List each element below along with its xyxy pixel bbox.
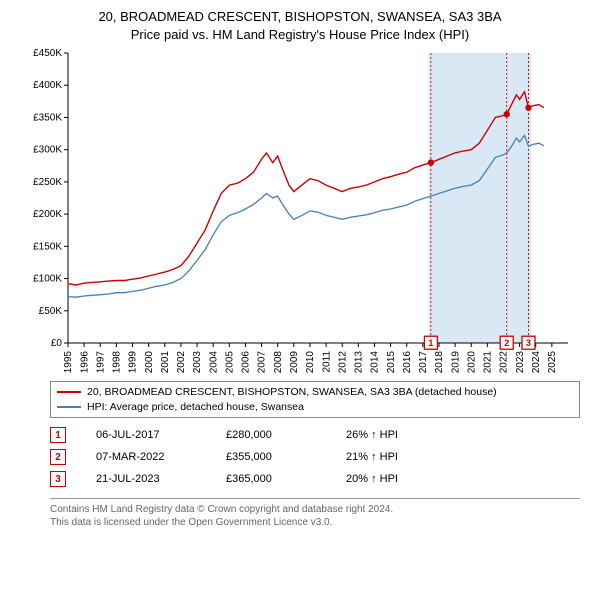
svg-text:2023: 2023 bbox=[515, 351, 526, 374]
svg-text:2009: 2009 bbox=[289, 351, 300, 374]
svg-text:£200K: £200K bbox=[33, 209, 62, 220]
svg-text:1995: 1995 bbox=[63, 351, 74, 374]
footer-line2: This data is licensed under the Open Gov… bbox=[50, 516, 580, 529]
svg-text:2010: 2010 bbox=[305, 351, 316, 374]
footer-line1: Contains HM Land Registry data © Crown c… bbox=[50, 503, 580, 516]
svg-text:2025: 2025 bbox=[547, 351, 558, 374]
svg-text:£450K: £450K bbox=[33, 48, 62, 59]
sales-table: 1 06-JUL-2017£280,00026% ↑ HPI 2 07-MAR-202… bbox=[50, 424, 580, 490]
sale-marker: 1 bbox=[50, 427, 66, 443]
sale-hpi: 20% ↑ HPI bbox=[346, 473, 580, 485]
svg-text:2021: 2021 bbox=[483, 351, 494, 374]
chart-svg: £0 £50K £100K £150K £200K £250K £300K £350K £400… bbox=[20, 45, 580, 375]
sale-date: 21-JUL-2023 bbox=[96, 473, 226, 485]
legend-item: 20, BROADMEAD CRESCENT, BISHOPSTON, SWAN… bbox=[57, 385, 573, 400]
svg-text:3: 3 bbox=[526, 338, 531, 348]
sale-price: £365,000 bbox=[226, 473, 346, 485]
svg-text:2022: 2022 bbox=[499, 351, 510, 374]
svg-text:2013: 2013 bbox=[354, 351, 365, 374]
svg-text:1: 1 bbox=[428, 338, 433, 348]
svg-text:1997: 1997 bbox=[95, 351, 106, 374]
title-line2: Price paid vs. HM Land Registry's House … bbox=[12, 26, 588, 44]
legend-label: HPI: Average price, detached house, Swan… bbox=[87, 400, 304, 415]
svg-text:2: 2 bbox=[504, 338, 509, 348]
legend-item: HPI: Average price, detached house, Swan… bbox=[57, 400, 573, 415]
sale-row: 3 21-JUL-2023£365,00020% ↑ HPI bbox=[50, 468, 580, 490]
svg-text:1999: 1999 bbox=[128, 351, 139, 374]
footer: Contains HM Land Registry data © Crown c… bbox=[50, 498, 580, 529]
svg-text:2000: 2000 bbox=[144, 351, 155, 374]
legend-swatch bbox=[57, 406, 81, 408]
sale-date: 07-MAR-2022 bbox=[96, 451, 226, 463]
svg-text:2011: 2011 bbox=[321, 351, 332, 373]
svg-text:£100K: £100K bbox=[33, 274, 62, 285]
sale-hpi: 21% ↑ HPI bbox=[346, 451, 580, 463]
svg-text:£50K: £50K bbox=[39, 306, 63, 317]
svg-text:2004: 2004 bbox=[208, 351, 219, 374]
svg-text:£150K: £150K bbox=[33, 241, 62, 252]
svg-text:2001: 2001 bbox=[160, 351, 171, 374]
sale-hpi: 26% ↑ HPI bbox=[346, 429, 580, 441]
svg-text:2005: 2005 bbox=[224, 351, 235, 374]
svg-text:£300K: £300K bbox=[33, 145, 62, 156]
plot-area: £0 £50K £100K £150K £200K £250K £300K £350K £400… bbox=[20, 45, 580, 375]
svg-text:2014: 2014 bbox=[370, 351, 381, 374]
legend-label: 20, BROADMEAD CRESCENT, BISHOPSTON, SWAN… bbox=[87, 385, 497, 400]
sale-price: £280,000 bbox=[226, 429, 346, 441]
svg-text:£350K: £350K bbox=[33, 113, 62, 124]
svg-text:2020: 2020 bbox=[466, 351, 477, 374]
svg-text:£0: £0 bbox=[51, 338, 63, 349]
svg-text:1996: 1996 bbox=[79, 351, 90, 374]
svg-text:2019: 2019 bbox=[450, 351, 461, 374]
svg-text:£250K: £250K bbox=[33, 177, 62, 188]
svg-text:1998: 1998 bbox=[112, 351, 123, 374]
sale-row: 1 06-JUL-2017£280,00026% ↑ HPI bbox=[50, 424, 580, 446]
legend-swatch bbox=[57, 391, 81, 393]
svg-text:£400K: £400K bbox=[33, 80, 62, 91]
sale-date: 06-JUL-2017 bbox=[96, 429, 226, 441]
svg-text:2002: 2002 bbox=[176, 351, 187, 374]
sale-marker: 3 bbox=[50, 471, 66, 487]
svg-text:2008: 2008 bbox=[273, 351, 284, 374]
svg-text:2024: 2024 bbox=[531, 351, 542, 374]
svg-text:2015: 2015 bbox=[386, 351, 397, 374]
svg-text:2017: 2017 bbox=[418, 351, 429, 374]
svg-text:2018: 2018 bbox=[434, 351, 445, 374]
svg-text:2012: 2012 bbox=[337, 351, 348, 374]
sale-price: £355,000 bbox=[226, 451, 346, 463]
chart-title: 20, BROADMEAD CRESCENT, BISHOPSTON, SWAN… bbox=[12, 8, 588, 43]
chart-container: 20, BROADMEAD CRESCENT, BISHOPSTON, SWAN… bbox=[0, 0, 600, 539]
legend: 20, BROADMEAD CRESCENT, BISHOPSTON, SWAN… bbox=[50, 381, 580, 418]
svg-text:2007: 2007 bbox=[257, 351, 268, 374]
sale-marker: 2 bbox=[50, 449, 66, 465]
svg-text:2016: 2016 bbox=[402, 351, 413, 374]
title-line1: 20, BROADMEAD CRESCENT, BISHOPSTON, SWAN… bbox=[12, 8, 588, 26]
svg-text:2006: 2006 bbox=[241, 351, 252, 374]
sale-row: 2 07-MAR-2022£355,00021% ↑ HPI bbox=[50, 446, 580, 468]
svg-text:2003: 2003 bbox=[192, 351, 203, 374]
